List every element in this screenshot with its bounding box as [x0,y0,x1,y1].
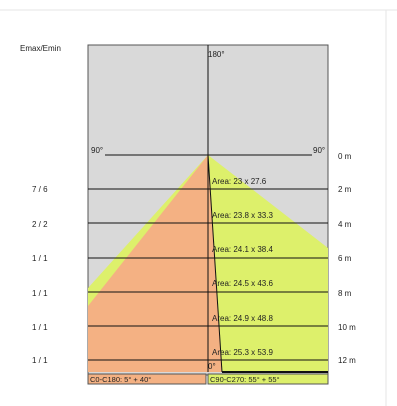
area-label: Area: 25.3 x 53.9 [212,348,273,357]
ratio-label: 2 / 2 [32,220,48,229]
area-label: Area: 23.8 x 33.3 [212,211,273,220]
distance-label: 2 m [338,185,352,194]
distance-label: 12 m [338,356,356,365]
distance-label: 6 m [338,254,352,263]
area-label: Area: 24.9 x 48.8 [212,314,273,323]
angle-180-label: 180° [208,50,225,59]
ratio-header: Emax/Emin [20,44,61,53]
ratio-label: 7 / 6 [32,185,48,194]
area-label: Area: 24.1 x 38.4 [212,245,273,254]
ratio-label: 1 / 1 [32,356,48,365]
legend-box-c0-c180 [87,373,207,385]
ratio-label: 1 / 1 [32,254,48,263]
legend-box-c90-c270 [207,373,329,385]
legend-c0-c180-label: C0-C180: 5° + 40° [90,375,151,384]
distance-label: 8 m [338,289,352,298]
area-label: Area: 23 x 27.6 [212,177,267,186]
distance-label: 4 m [338,220,352,229]
angle-90-left-label: 90° [91,146,103,155]
orange-beam [88,155,222,372]
ratio-label: 1 / 1 [32,289,48,298]
legend-c90-c270-label: C90-C270: 55° + 55° [210,375,280,384]
distance-label: 10 m [338,323,356,332]
distance-label: 0 m [338,152,352,161]
area-label: Area: 24.5 x 43.6 [212,279,273,288]
ratio-label: 1 / 1 [32,323,48,332]
angle-90-right-label: 90° [313,146,325,155]
center-slant-line [207,154,223,373]
angle-0-label: 0° [208,362,216,371]
